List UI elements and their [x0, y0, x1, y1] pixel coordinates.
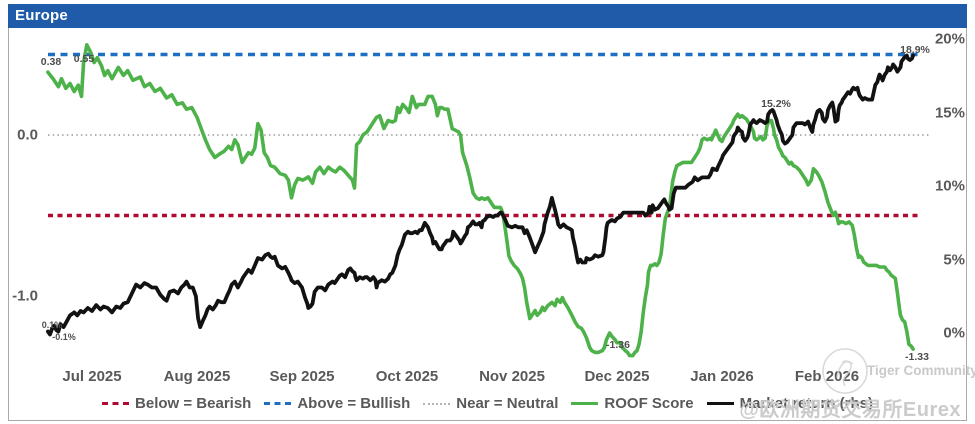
dashed-blue-swatch-icon — [264, 402, 292, 405]
legend-item-dashed-red: Below = Bearish — [102, 395, 251, 412]
series-roof-score — [46, 42, 915, 358]
dotted-gray-swatch-icon — [423, 402, 451, 405]
right-tick-label: 10% — [934, 177, 965, 195]
x-tick-label: Jan 2026 — [690, 368, 754, 385]
watermark-community: Tiger Community — [867, 363, 975, 378]
legend-item-dotted-gray: Near = Neutral — [423, 395, 558, 412]
annotation-value: -0.1% — [52, 332, 76, 342]
right-tick-label: 0% — [943, 324, 965, 342]
tiger-logo-icon — [820, 346, 870, 401]
annotation-value: 0.55 — [73, 53, 95, 65]
legend-label: Above = Bullish — [297, 395, 411, 412]
dashed-red-swatch-icon — [102, 402, 130, 405]
x-tick-label: Oct 2025 — [375, 368, 439, 385]
legend-item-solid-black: Market return (rhs) — [706, 395, 873, 412]
x-tick-label: Nov 2025 — [479, 368, 545, 385]
panel-border — [8, 4, 967, 421]
watermark-eurex: @欧洲期货交易所Eurex — [739, 399, 961, 421]
annotation-value: 18.9% — [900, 44, 930, 56]
annotation-value: 0.1% — [41, 320, 63, 330]
left-tick-label: 0.0 — [17, 126, 38, 144]
solid-black-swatch-icon — [706, 402, 734, 405]
solid-green-swatch-icon — [571, 402, 599, 405]
x-tick-label: Dec 2025 — [584, 368, 650, 385]
left-tick-label: -1.0 — [12, 287, 38, 305]
annotation-value: -1.36 — [606, 339, 630, 351]
legend-item-dashed-blue: Above = Bullish — [264, 395, 410, 412]
legend-label: Below = Bearish — [135, 395, 252, 412]
x-tick-label: Sep 2025 — [269, 368, 335, 385]
legend-label: Near = Neutral — [456, 395, 559, 412]
right-tick-label: 20% — [934, 30, 965, 48]
annotation-value: 0.38 — [40, 56, 62, 68]
right-tick-label: 5% — [943, 251, 965, 269]
x-tick-label: Aug 2025 — [163, 368, 231, 385]
legend-label: ROOF Score — [604, 395, 694, 412]
annotation-value: 15.2% — [761, 98, 791, 110]
legend-item-solid-green: ROOF Score — [571, 395, 694, 412]
annotation-value: -1.33 — [905, 351, 929, 363]
x-tick-label: Jul 2025 — [62, 368, 122, 385]
series-market-return-rhs- — [46, 53, 915, 337]
legend: Below = Bearish Above = Bullish Near = Neu… — [8, 395, 967, 412]
legend-label: Market return (rhs) — [739, 395, 873, 412]
right-tick-label: 15% — [934, 104, 965, 122]
page-title: Europe — [8, 4, 967, 28]
